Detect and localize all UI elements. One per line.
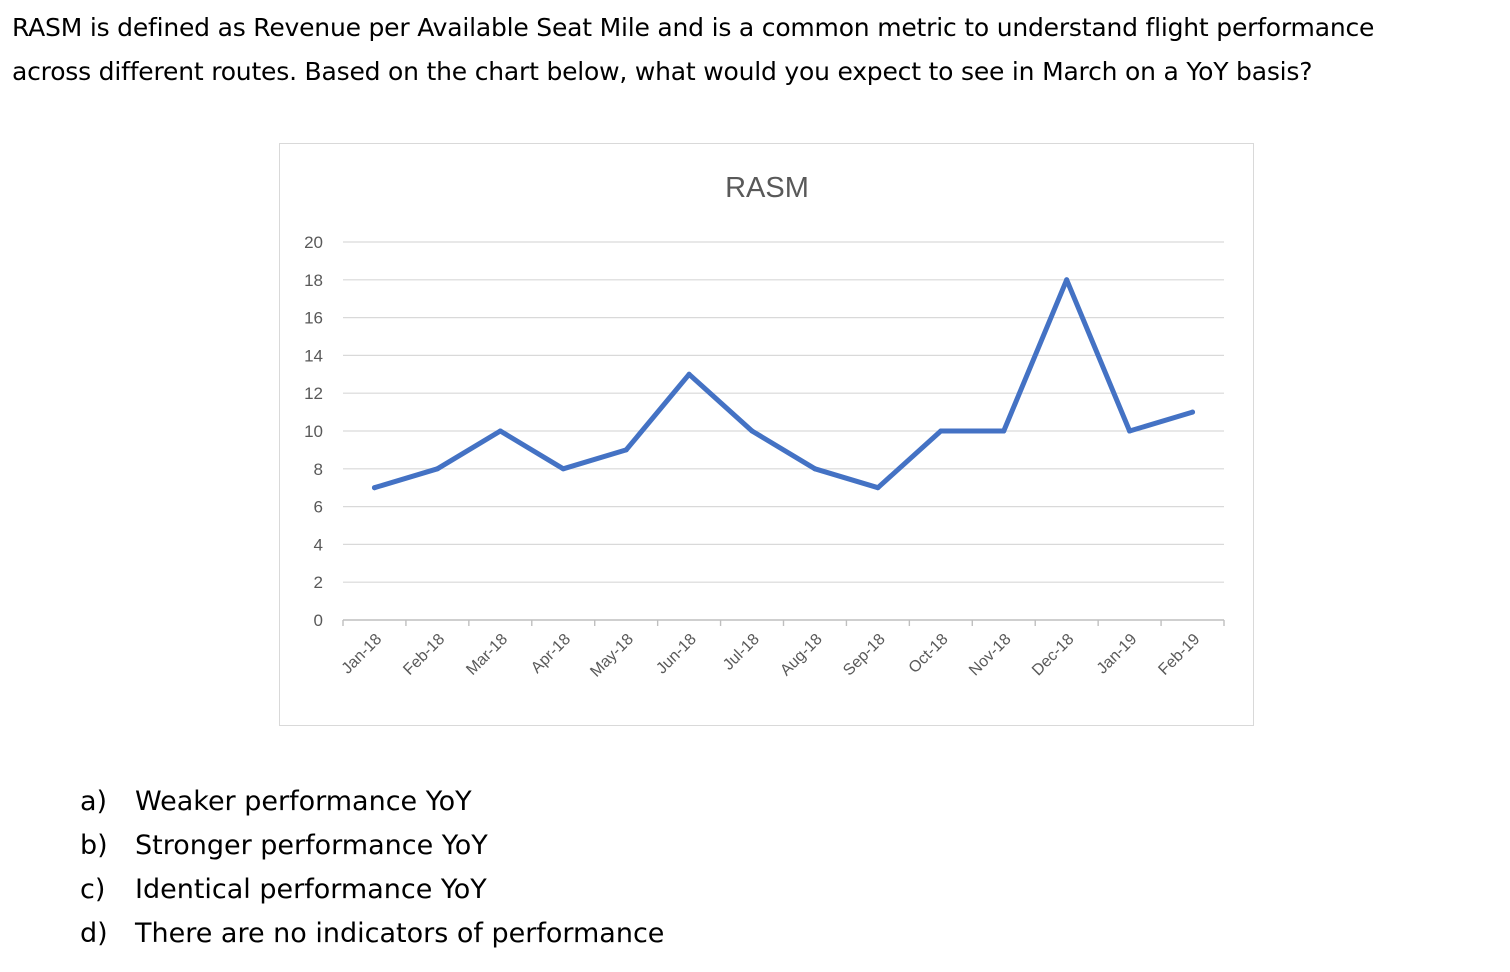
question-text: RASM is defined as Revenue per Available… [12,6,1502,94]
series-line [371,277,1196,491]
x-tick-labels: Jan-18 Feb-18 Mar-18 Apr-18 May-18 Jun-18 Jul-… [339,631,1204,681]
x-tick-label: Nov-18 [966,631,1015,680]
data-point [1127,428,1133,434]
x-tick-label: Jan-18 [339,631,386,678]
answer-option-c[interactable]: c) Identical performance YoY [80,868,664,912]
question-line-2: across different routes. Based on the ch… [12,57,1313,86]
rasm-chart: 0 2 4 6 8 10 12 14 16 18 20 Jan-18 Feb-18 Mar-18 Apr-… [279,143,1254,726]
answer-text: Stronger performance YoY [135,830,488,861]
x-tick-label: Apr-18 [528,631,574,677]
data-point [623,447,629,453]
answer-option-a[interactable]: a) Weaker performance YoY [80,780,664,824]
data-point [875,485,881,491]
data-point [686,371,692,377]
x-tick-label: Feb-19 [1155,631,1203,679]
x-axis [342,619,1225,626]
y-tick-label: 4 [314,535,323,554]
data-point [938,428,944,434]
answer-letter: d) [80,918,108,949]
data-point [371,485,377,491]
data-point [812,466,818,472]
y-tick-label: 20 [304,233,323,252]
y-tick-label: 16 [304,309,323,328]
answer-text: Identical performance YoY [135,874,487,905]
data-point [1001,428,1007,434]
y-tick-label: 10 [304,422,323,441]
y-tick-labels: 0 2 4 6 8 10 12 14 16 18 20 [304,233,323,630]
data-point [1190,409,1196,415]
answer-letter: b) [80,830,108,861]
x-tick-label: May-18 [587,631,637,681]
data-point [1064,277,1070,283]
y-tick-label: 18 [304,271,323,290]
chart-svg: 0 2 4 6 8 10 12 14 16 18 20 Jan-18 Feb-18 Mar-18 Apr-… [304,172,1225,681]
data-point [749,428,755,434]
x-tick-label: Oct-18 [906,631,952,677]
x-tick-label: Dec-18 [1029,631,1078,680]
answer-option-d[interactable]: d) There are no indicators of performanc… [80,912,664,956]
answer-option-b[interactable]: b) Stronger performance YoY [80,824,664,868]
x-tick-label: Sep-18 [840,631,889,680]
x-tick-label: Jul-18 [720,631,763,674]
question-line-1: RASM is defined as Revenue per Available… [12,13,1375,42]
y-tick-label: 2 [314,573,323,592]
answer-text: There are no indicators of performance [135,918,665,949]
y-tick-label: 14 [304,346,323,365]
data-point [497,428,503,434]
answer-letter: c) [80,874,106,905]
chart-title: RASM [725,172,809,204]
answer-options: a) Weaker performance YoY b) Stronger pe… [80,780,664,956]
answer-text: Weaker performance YoY [135,786,472,817]
y-tick-label: 0 [314,611,323,630]
x-tick-label: Jun-18 [653,631,700,678]
x-tick-label: Feb-18 [400,631,448,679]
series-layer [371,277,1196,491]
data-point [434,466,440,472]
x-tick-label: Mar-18 [463,631,511,679]
y-tick-label: 6 [314,498,323,517]
y-tick-label: 8 [314,460,323,479]
x-tick-label: Jan-19 [1094,631,1141,678]
data-point [560,466,566,472]
gridlines [343,241,1224,583]
y-tick-label: 12 [304,384,323,403]
answer-letter: a) [80,786,108,817]
x-tick-label: Aug-18 [777,631,826,680]
